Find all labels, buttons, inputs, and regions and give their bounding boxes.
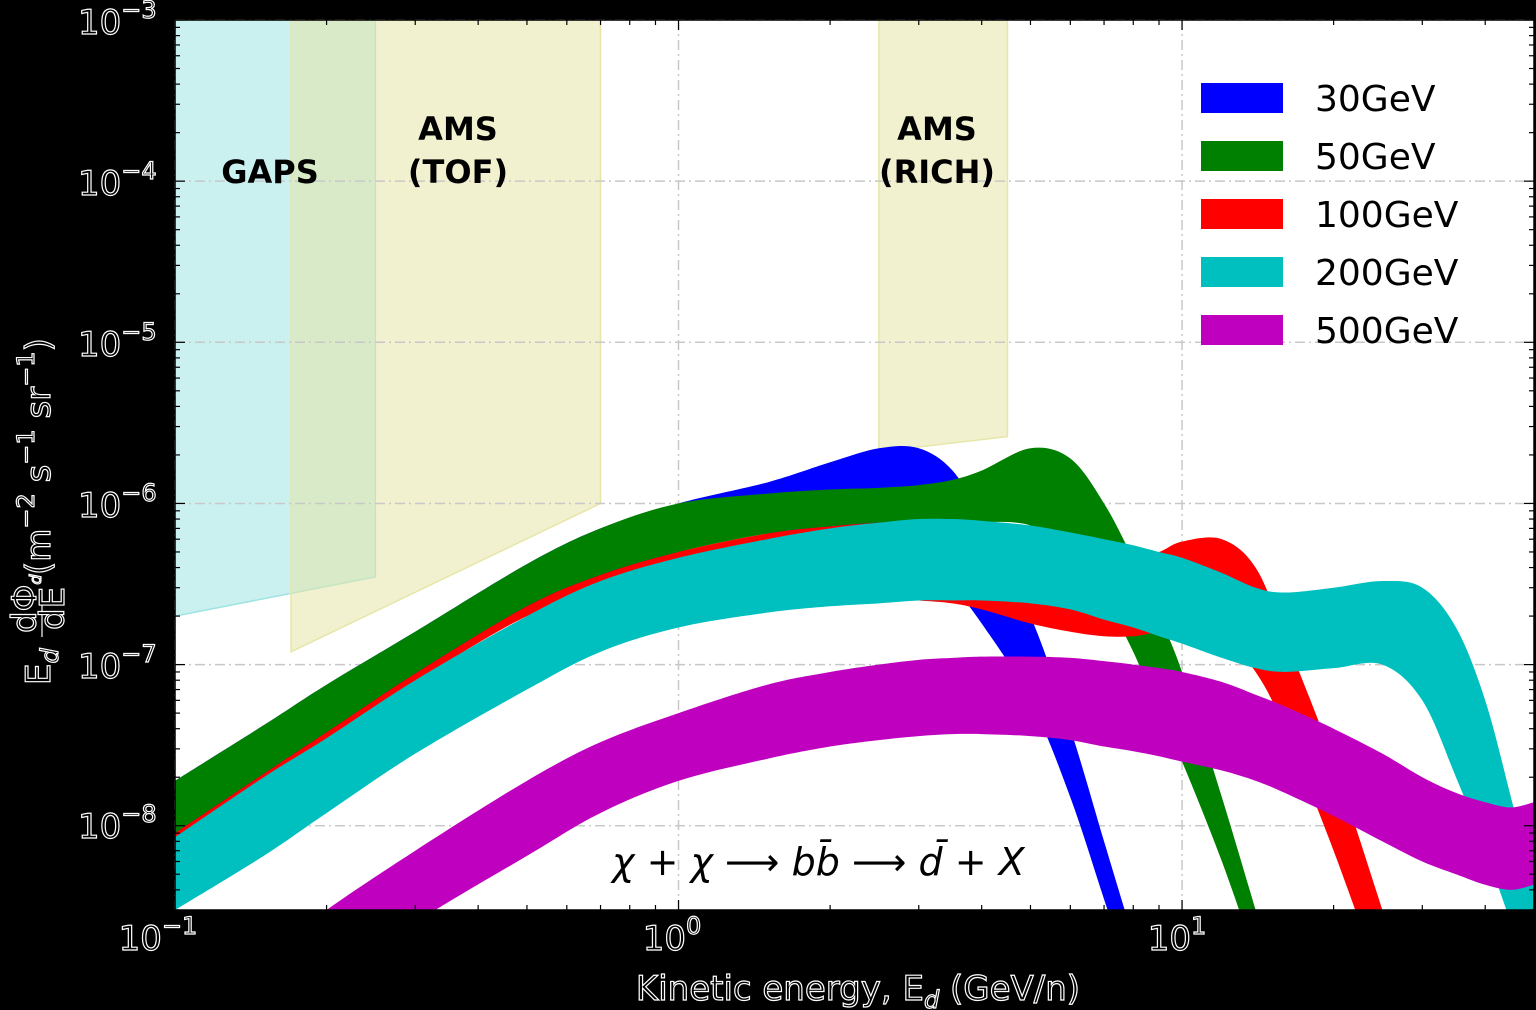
x-tick-label: 101 xyxy=(1148,912,1207,959)
svg-text:Ed: Ed xyxy=(19,648,64,685)
legend-swatch xyxy=(1201,83,1283,113)
region-label-2: AMS (RICH) xyxy=(879,110,995,191)
legend: 30GeV 50GeV 100GeV 200GeV 500GeV xyxy=(1201,79,1459,352)
process-equation: χ + χ ⟶ bb̄ ⟶ d̄ + X xyxy=(610,840,1026,884)
y-tick-label: 10−4 xyxy=(78,157,157,204)
svg-text:(m−2 s−1 sr−1): (m−2 s−1 sr−1) xyxy=(12,338,59,575)
legend-label: 100GeV xyxy=(1315,195,1459,236)
legend-swatch xyxy=(1201,315,1283,345)
svg-text:dE: dE xyxy=(33,587,73,630)
y-tick-label: 10−6 xyxy=(78,479,157,526)
band-200GeV xyxy=(175,518,1534,910)
region-label-1: AMS (TOF) xyxy=(408,110,508,191)
band-500GeV xyxy=(326,656,1534,910)
legend-item: 200GeV xyxy=(1201,253,1459,294)
flux-bands xyxy=(175,445,1534,910)
legend-swatch xyxy=(1201,199,1283,229)
legend-item: 30GeV xyxy=(1201,79,1436,120)
band-50GeV xyxy=(175,447,1256,910)
y-tick-label: 10−8 xyxy=(78,800,157,847)
y-axis-title: Ed dΦd dE (m−2 s−1 sr−1) xyxy=(4,338,73,686)
legend-label: 50GeV xyxy=(1315,137,1436,178)
legend-swatch xyxy=(1201,257,1283,287)
region-labels: GAPS AMS (TOF) AMS (RICH) xyxy=(221,110,995,191)
y-tick-labels: 10−3 10−4 10−5 10−6 10−7 10−8 xyxy=(77,0,157,848)
legend-item: 100GeV xyxy=(1201,195,1459,236)
legend-label: 500GeV xyxy=(1315,311,1459,352)
region-label-0: GAPS xyxy=(221,153,319,191)
axis-ticks xyxy=(174,19,1535,911)
legend-swatch xyxy=(1201,141,1283,171)
y-tick-label: 10−7 xyxy=(78,640,157,687)
legend-item: 500GeV xyxy=(1201,311,1459,352)
x-axis-title: Kinetic energy, Ed (GeV/n) xyxy=(636,969,1080,1010)
x-tick-labels: 10−1 100 101 xyxy=(118,911,1207,959)
band-100GeV xyxy=(175,520,1383,910)
x-tick-label: 100 xyxy=(643,912,702,959)
svg-text:dΦd: dΦd xyxy=(5,574,45,633)
axes-frame xyxy=(174,19,1535,911)
legend-item: 50GeV xyxy=(1201,137,1436,178)
legend-label: 30GeV xyxy=(1315,79,1436,120)
x-tick-label: 10−1 xyxy=(119,912,198,959)
detector-regions xyxy=(175,20,1009,654)
region-ams-rich- xyxy=(878,20,1009,453)
legend-label: 200GeV xyxy=(1315,253,1459,294)
y-tick-label: 10−3 xyxy=(78,0,157,43)
y-tick-label: 10−5 xyxy=(78,318,157,365)
